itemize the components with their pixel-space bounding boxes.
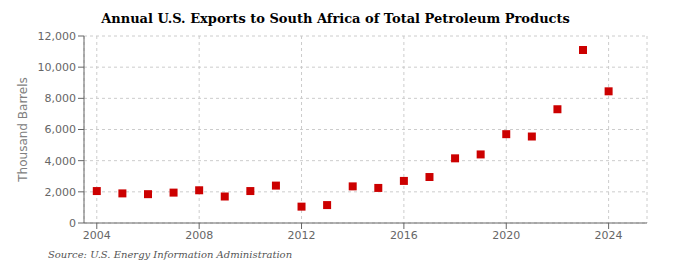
svg-text:12,000: 12,000	[38, 30, 77, 43]
svg-text:4,000: 4,000	[45, 155, 77, 168]
svg-text:2012: 2012	[288, 229, 316, 242]
svg-text:0: 0	[69, 217, 76, 230]
svg-text:Thousand Barrels: Thousand Barrels	[16, 77, 30, 182]
svg-text:2024: 2024	[595, 229, 623, 242]
svg-text:10,000: 10,000	[38, 61, 77, 74]
svg-text:2008: 2008	[185, 229, 213, 242]
html-text:Annual U.S. Exports to South A: Annual U.S. Exports to South Africa of T…	[101, 11, 570, 26]
svg-text:2,000: 2,000	[45, 186, 77, 199]
svg-text:2020: 2020	[492, 229, 520, 242]
svg-text:2004: 2004	[83, 229, 111, 242]
svg-text:2016: 2016	[390, 229, 418, 242]
html-text:Source: U.S. Energy Informatio: Source: U.S. Energy Information Administ…	[48, 249, 293, 260]
svg-text:8,000: 8,000	[45, 92, 77, 105]
svg-text:6,000: 6,000	[45, 123, 77, 136]
